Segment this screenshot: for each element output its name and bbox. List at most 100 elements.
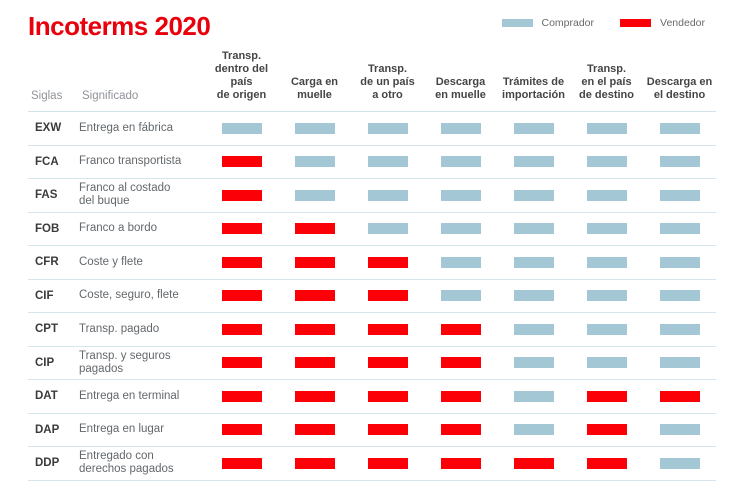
responsibility-cell: [351, 189, 424, 201]
table-row-fca: FCA Franco transportista: [28, 146, 716, 179]
comprador-bar: [440, 223, 481, 235]
comprador-swatch-icon: [501, 19, 533, 27]
comprador-bar: [586, 256, 627, 268]
responsibility-cell: [643, 189, 716, 201]
responsibility-cell: [205, 390, 278, 402]
vendedor-bar: [513, 457, 554, 469]
table-row-cfr: CFR Coste y flete: [28, 246, 716, 280]
responsibility-cell: [643, 223, 716, 235]
comprador-bar: [294, 189, 335, 201]
column-header-stage-3: Transp. de un país a otro: [360, 63, 415, 101]
comprador-bar: [659, 323, 700, 335]
vendedor-bar: [221, 256, 262, 268]
vendedor-bar: [440, 457, 481, 469]
responsibility-cell: [570, 357, 643, 369]
comprador-bar: [513, 256, 554, 268]
responsibility-cell: [278, 122, 351, 134]
responsibility-cell: [351, 457, 424, 469]
responsibility-cell: [351, 156, 424, 168]
vendedor-bar: [367, 424, 408, 436]
legend-item-comprador: Comprador: [501, 17, 594, 29]
column-header-stage-2: Carga en muelle: [290, 76, 339, 101]
comprador-bar: [659, 122, 700, 134]
responsibility-cell: [351, 290, 424, 302]
vendedor-bar: [294, 424, 335, 436]
table-row-exw: EXW Entrega en fábrica: [28, 112, 716, 146]
table-row-cpt: CPT Transp. pagado: [28, 313, 716, 347]
responsibility-cell: [643, 457, 716, 469]
vendedor-bar: [294, 457, 335, 469]
vendedor-bar: [586, 390, 627, 402]
responsibility-cell: [424, 223, 497, 235]
vendedor-bar: [294, 290, 335, 302]
comprador-bar: [513, 223, 554, 235]
vendedor-bar: [294, 223, 335, 235]
significado-cell: Coste, seguro, flete: [79, 289, 179, 302]
responsibility-cell: [570, 424, 643, 436]
sigla-cell: FAS: [35, 189, 58, 202]
vendedor-bar: [221, 156, 262, 168]
page-title: Incoterms 2020: [28, 11, 211, 41]
responsibility-cell: [205, 122, 278, 134]
comprador-bar: [513, 122, 554, 134]
vendedor-bar: [221, 290, 262, 302]
vendedor-bar: [440, 390, 481, 402]
vendedor-swatch-icon: [620, 19, 652, 27]
sigla-cell: CIF: [35, 289, 54, 302]
comprador-bar: [659, 290, 700, 302]
responsibility-cell: [497, 223, 570, 235]
comprador-bar: [659, 457, 700, 469]
responsibility-cell: [643, 290, 716, 302]
vendedor-bar: [367, 323, 408, 335]
responsibility-cell: [424, 122, 497, 134]
vendedor-bar: [367, 390, 408, 402]
column-header-stage-7: Descarga en el destino: [646, 76, 713, 101]
vendedor-bar: [221, 390, 262, 402]
vendedor-bar: [294, 256, 335, 268]
responsibility-cell: [205, 156, 278, 168]
sigla-cell: CFR: [35, 256, 59, 269]
responsibility-cell: [278, 156, 351, 168]
comprador-bar: [513, 424, 554, 436]
comprador-bar: [513, 189, 554, 201]
responsibility-cell: [570, 156, 643, 168]
vendedor-bar: [440, 323, 481, 335]
responsibility-cell: [205, 256, 278, 268]
comprador-bar: [586, 189, 627, 201]
comprador-bar: [513, 390, 554, 402]
responsibility-cell: [497, 323, 570, 335]
vendedor-bar: [294, 357, 335, 369]
responsibility-cell: [278, 256, 351, 268]
responsibility-cell: [497, 189, 570, 201]
significado-cell: Franco transportista: [79, 155, 182, 168]
sigla-cell: DDP: [35, 457, 60, 470]
responsibility-cell: [351, 390, 424, 402]
comprador-bar: [221, 122, 262, 134]
responsibility-cell: [278, 223, 351, 235]
responsibility-cell: [643, 357, 716, 369]
responsibility-cell: [497, 424, 570, 436]
comprador-bar: [294, 156, 335, 168]
comprador-bar: [586, 357, 627, 369]
sigla-cell: DAP: [35, 423, 60, 436]
responsibility-cell: [570, 122, 643, 134]
comprador-bar: [440, 189, 481, 201]
responsibility-cell: [424, 323, 497, 335]
responsibility-cell: [278, 457, 351, 469]
responsibility-cell: [424, 357, 497, 369]
significado-cell: Coste y flete: [79, 255, 143, 268]
comprador-bar: [367, 223, 408, 235]
responsibility-cell: [497, 357, 570, 369]
column-header-stage-6: Transp. en el país de destino: [578, 63, 634, 101]
comprador-bar: [586, 122, 627, 134]
responsibility-cell: [424, 156, 497, 168]
responsibility-cell: [424, 189, 497, 201]
significado-cell: Entrega en terminal: [79, 389, 180, 402]
responsibility-cell: [570, 256, 643, 268]
comprador-bar: [294, 122, 335, 134]
significado-cell: Entrega en fábrica: [79, 121, 173, 134]
comprador-bar: [513, 290, 554, 302]
incoterms-table: Siglas Significado Transp. dentro del pa…: [28, 50, 716, 481]
comprador-bar: [586, 290, 627, 302]
